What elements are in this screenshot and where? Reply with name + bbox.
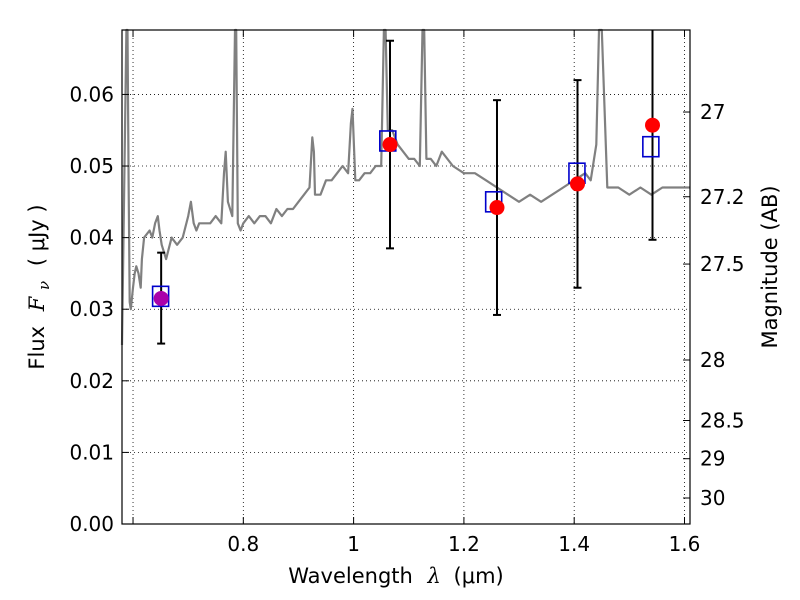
right-tick-label: 28: [700, 348, 725, 372]
tick-labels: 0.8 1 1.2 1.4 1.6 0.00 0.01 0.02 0.03 0.04 0.05 0.0…: [69, 82, 744, 556]
y-tick-label: 0.03: [69, 297, 114, 321]
y-axis-label-subscript: ν: [35, 281, 53, 290]
y-axis-label: Flux F ν ( μJy ): [25, 204, 54, 369]
y-tick-label: 0.01: [69, 440, 114, 464]
spectrum-line: [120, 28, 690, 346]
x-tick-label: 1: [347, 532, 360, 556]
x-axis-label-unit: (μm): [454, 564, 504, 588]
x-axis-label: Wavelength λ (μm): [288, 564, 503, 588]
y-tick-label: 0.02: [69, 369, 114, 393]
observed-point-marker: [570, 176, 586, 192]
observed-point-marker: [382, 137, 398, 153]
y-axis-label-symbol: F: [25, 295, 49, 312]
observed-point-marker: [153, 290, 169, 306]
observed-point-marker: [489, 200, 505, 216]
right-tick-label: 28.5: [700, 409, 745, 433]
x-tick-label: 1.6: [669, 532, 701, 556]
right-tick-label: 29: [700, 447, 725, 471]
model-square-marker: [642, 135, 660, 158]
x-tick-label: 1.2: [448, 532, 480, 556]
right-tick-label: 27.2: [700, 185, 745, 209]
x-axis-label-prefix: Wavelength: [288, 564, 413, 588]
model-square-marker: [151, 285, 170, 308]
x-axis-label-symbol: λ: [427, 564, 441, 588]
y-axis-label-prefix: Flux: [25, 326, 49, 370]
x-tick-label: 0.8: [227, 532, 259, 556]
x-tick-label: 1.4: [558, 532, 590, 556]
plot-frame: [121, 29, 691, 525]
y-tick-label: 0.04: [69, 226, 114, 250]
right-axis-label: Magnitude (AB): [758, 185, 782, 348]
spectrum-series: [120, 28, 690, 346]
right-tick-label: 30: [700, 486, 725, 510]
y-tick-label: 0.06: [69, 82, 114, 106]
y-tick-label: 0.00: [69, 512, 114, 536]
y-axis-label-unit: ( μJy ): [25, 204, 49, 266]
right-tick-label: 27: [700, 100, 725, 124]
y-tick-label: 0.05: [69, 154, 114, 178]
observed-point-marker: [645, 117, 661, 133]
ticks: [122, 30, 690, 525]
marker-series: [151, 117, 661, 308]
right-tick-label: 27.5: [700, 252, 745, 276]
